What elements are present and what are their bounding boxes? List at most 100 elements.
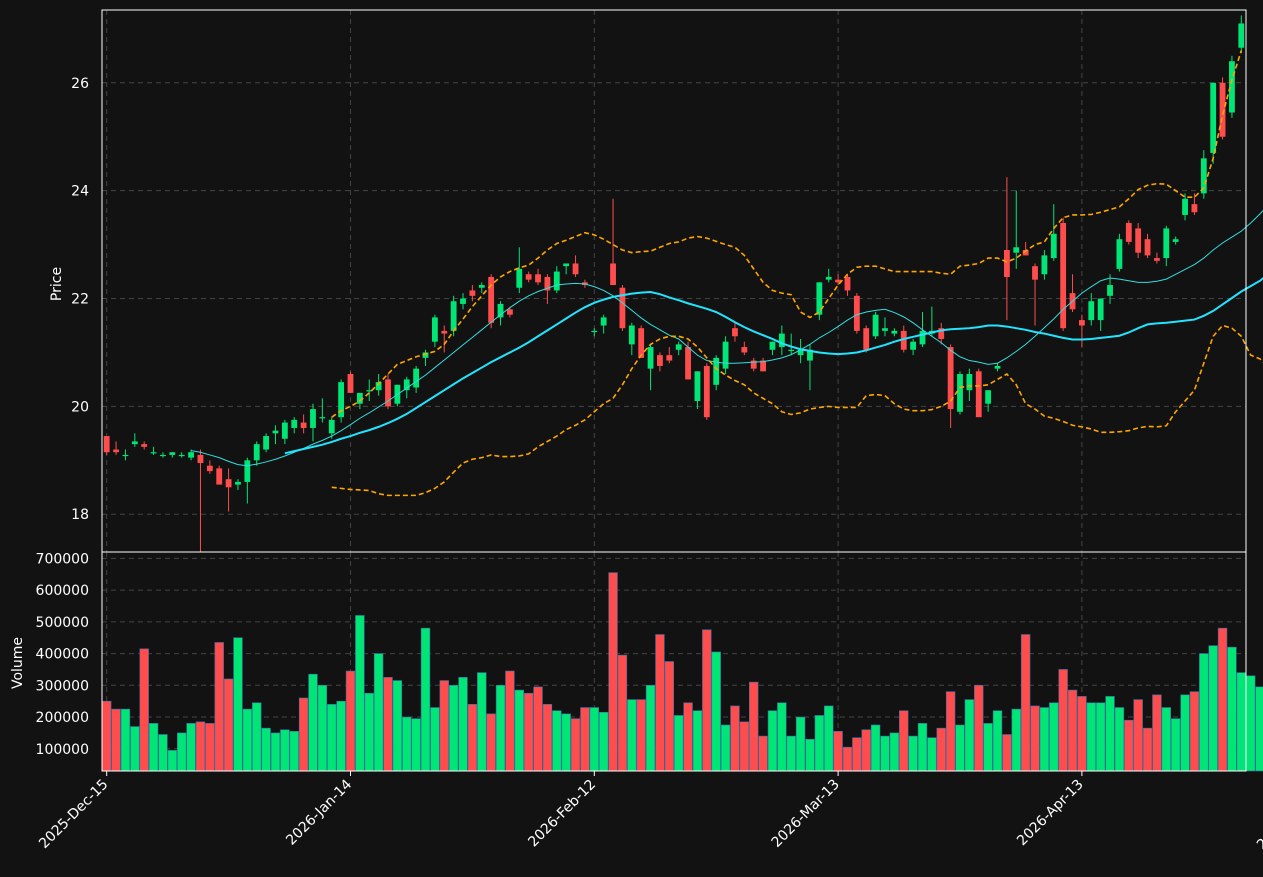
candle-body xyxy=(1013,247,1020,253)
volume-bar xyxy=(130,726,140,772)
candle-body xyxy=(188,452,194,458)
volume-bar xyxy=(833,731,843,772)
candle-body xyxy=(328,419,335,434)
candlestick xyxy=(103,436,110,455)
candlestick xyxy=(178,452,185,458)
candle-body xyxy=(422,352,429,358)
candlestick xyxy=(788,333,795,356)
volume-bar xyxy=(739,721,750,772)
candlestick xyxy=(310,403,316,442)
candle-body xyxy=(957,374,963,412)
volume-bar xyxy=(899,710,909,772)
candle-body xyxy=(1050,233,1057,259)
candle-body xyxy=(497,303,504,318)
candle-body xyxy=(131,441,138,445)
candlestick xyxy=(1238,15,1245,54)
volume-bar xyxy=(148,723,159,772)
candlestick xyxy=(732,322,738,342)
candle-body xyxy=(516,268,523,288)
candle-body xyxy=(1060,223,1067,329)
candle-body xyxy=(375,382,382,391)
candle-body xyxy=(197,454,204,464)
candle-body xyxy=(1032,266,1038,280)
candle-body xyxy=(835,279,842,283)
candlestick xyxy=(1191,193,1198,215)
candle-body xyxy=(460,298,466,304)
volume-bar xyxy=(673,715,684,772)
candle-body xyxy=(1088,301,1095,321)
candlestick xyxy=(647,344,654,391)
candle-body xyxy=(853,295,860,331)
volume-bar xyxy=(214,642,224,772)
price-tick-label: 24 xyxy=(71,184,89,200)
candle-body xyxy=(450,301,457,331)
candle-body xyxy=(141,444,148,447)
volume-bar xyxy=(1246,675,1256,772)
candlestick xyxy=(216,465,223,485)
candle-body xyxy=(160,454,166,457)
candlestick xyxy=(994,363,1001,372)
volume-bar xyxy=(908,735,918,772)
volume-bar xyxy=(824,705,834,772)
volume-bar xyxy=(580,707,590,772)
candlestick xyxy=(450,295,457,337)
candlestick xyxy=(975,368,982,418)
volume-bar xyxy=(533,686,543,772)
candlestick xyxy=(1172,236,1179,245)
candle-body xyxy=(600,317,607,326)
candlestick xyxy=(1125,220,1132,245)
candlestick xyxy=(1200,150,1207,199)
volume-bar xyxy=(120,708,131,772)
candlestick xyxy=(338,379,345,423)
candle-body xyxy=(938,328,945,339)
candlestick xyxy=(760,357,766,372)
candlestick xyxy=(1210,82,1217,164)
volume-bar xyxy=(880,735,890,772)
candle-body xyxy=(1200,158,1207,194)
volume-bar xyxy=(514,689,524,772)
candle-body xyxy=(122,454,129,457)
candle-body xyxy=(366,390,373,392)
volume-bar xyxy=(420,627,431,772)
volume-bar xyxy=(1189,691,1200,772)
volume-bar xyxy=(1105,696,1115,772)
candlestick xyxy=(713,355,720,391)
candlestick xyxy=(825,268,832,283)
volume-bar xyxy=(589,707,599,772)
candle-body xyxy=(225,479,232,488)
volume-bar xyxy=(505,670,515,772)
volume-bar xyxy=(186,723,196,772)
volume-bar xyxy=(570,718,581,772)
candlestick xyxy=(778,325,785,356)
candle-body xyxy=(1172,239,1179,242)
candle-body xyxy=(244,460,251,482)
volume-bar xyxy=(552,710,562,772)
candlestick xyxy=(553,266,560,294)
candlestick xyxy=(281,419,288,445)
candle-body xyxy=(1041,255,1048,275)
candlestick xyxy=(291,417,298,434)
candle-body xyxy=(947,347,954,410)
candle-body xyxy=(1003,249,1010,277)
candlestick xyxy=(985,390,992,412)
volume-bar xyxy=(702,629,712,772)
candle-body xyxy=(788,349,795,351)
volume-bar xyxy=(270,732,281,772)
candle-body xyxy=(891,330,898,334)
volume-bar xyxy=(786,735,796,772)
volume-bar xyxy=(111,708,121,772)
candlestick xyxy=(497,301,504,326)
candle-body xyxy=(750,360,757,369)
candle-body xyxy=(1210,82,1217,153)
candle-body xyxy=(666,355,673,361)
candle-body xyxy=(1078,320,1085,326)
volume-panel-frame xyxy=(101,551,1247,772)
candle-body xyxy=(657,355,663,366)
price-tick-label: 20 xyxy=(71,399,89,415)
volume-panel: 100000 200000 300000 400000 500000 600000 7000… xyxy=(36,551,1263,772)
volume-bar xyxy=(749,681,759,772)
volume-bar xyxy=(795,716,806,772)
candlestick xyxy=(160,452,166,458)
candlestick xyxy=(835,274,842,286)
